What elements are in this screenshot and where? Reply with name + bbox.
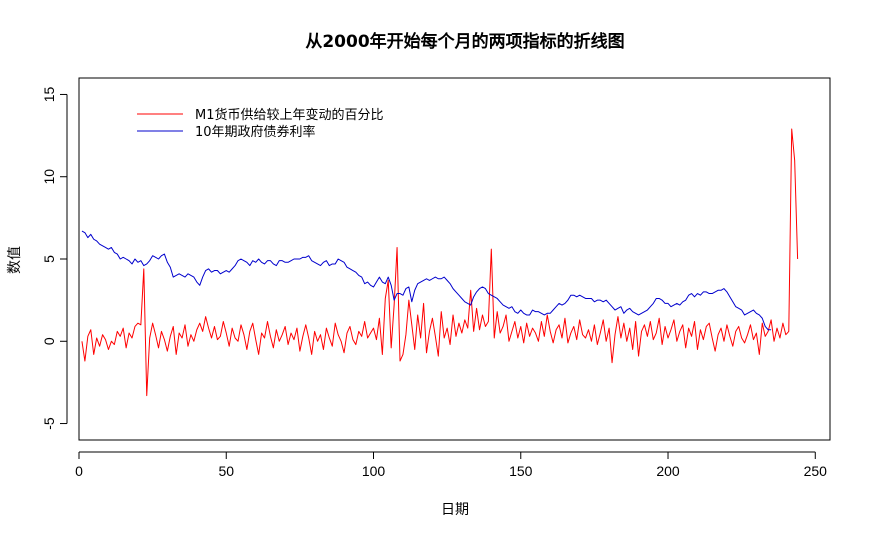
legend-label-bond: 10年期政府债券利率 (195, 124, 316, 140)
plot-area (78, 77, 831, 441)
series-line-bond (81, 230, 772, 331)
x-tick-label: 50 (218, 463, 234, 479)
series-line-m1 (81, 128, 799, 397)
x-tick-label: 200 (656, 463, 680, 479)
y-tick-label: 5 (41, 255, 57, 263)
x-axis-label: 日期 (441, 501, 469, 517)
y-axis: -5 0 5 10 15 (41, 86, 68, 430)
chart-title: 从2000年开始每个月的两项指标的折线图 (305, 31, 624, 52)
legend-label-m1: M1货币供给较上年变动的百分比 (195, 107, 384, 123)
x-axis: 0 50 100 150 200 250 (75, 451, 828, 479)
series-layer (81, 128, 799, 397)
y-tick-label: 0 (41, 337, 57, 345)
y-axis-label: 数值 (6, 246, 22, 274)
legend: M1货币供给较上年变动的百分比 10年期政府债券利率 (137, 107, 384, 140)
x-tick-label: 150 (509, 463, 533, 479)
y-tick-label: -5 (41, 417, 57, 430)
x-tick-label: 0 (75, 463, 83, 479)
x-tick-label: 100 (362, 463, 386, 479)
y-tick-label: 10 (41, 169, 57, 185)
x-tick-label: 250 (804, 463, 828, 479)
y-tick-label: 15 (41, 86, 57, 102)
